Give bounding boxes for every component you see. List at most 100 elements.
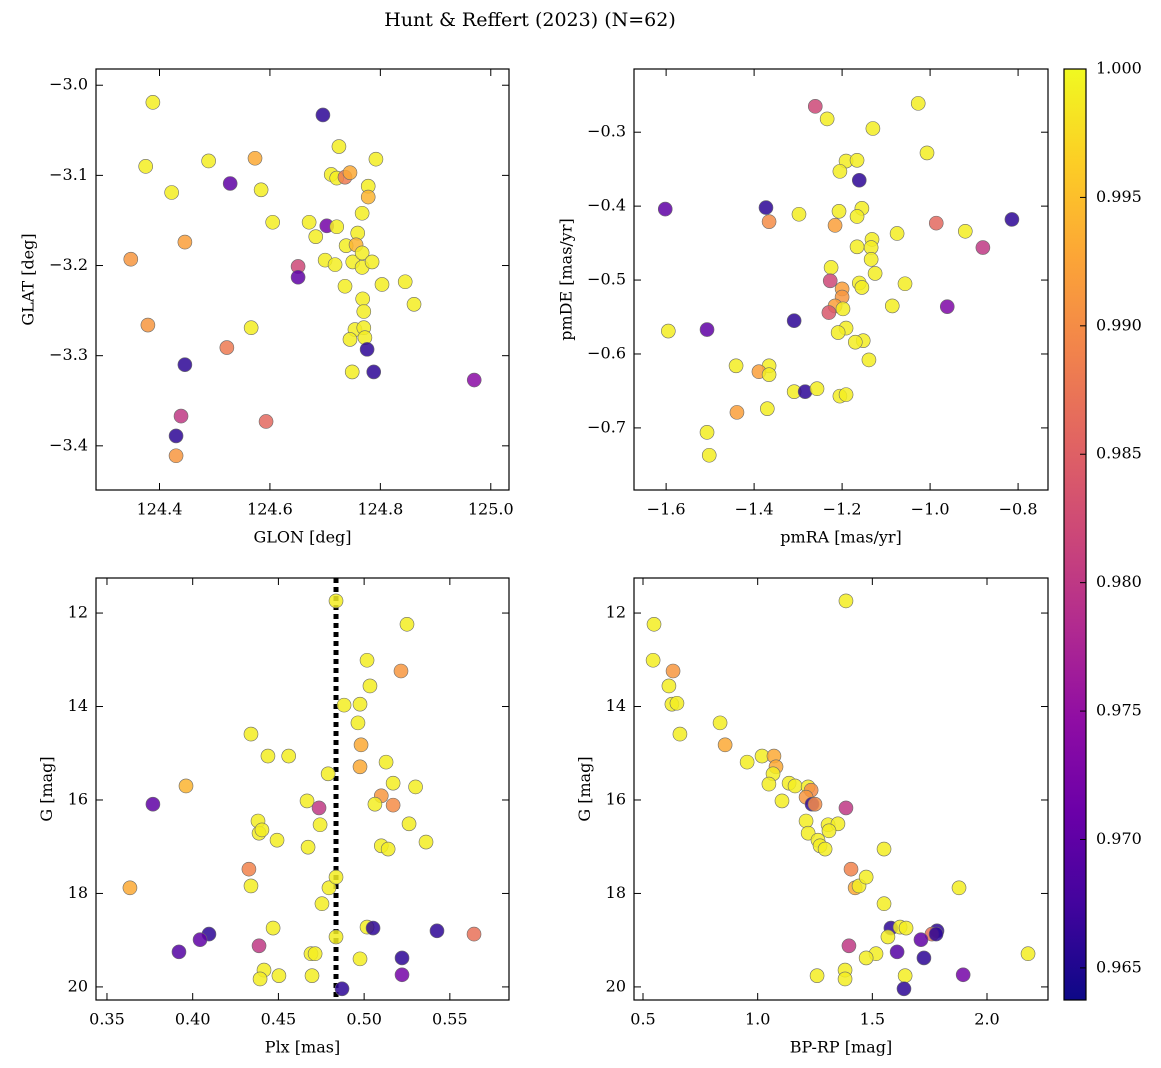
panel: 0.35 0.40 0.45 0.50 0.55 12 14 16 18 20 Plx [mas] G…	[37, 577, 510, 1057]
colorbar-tick-label: 0.990	[1096, 315, 1142, 334]
scatter-point	[399, 616, 415, 632]
scatter-point	[304, 968, 320, 983]
colorbar-tick-label: 0.995	[1096, 187, 1142, 206]
scatter-point	[145, 95, 161, 110]
scatter-point	[168, 428, 184, 444]
x-tick-label: 0.55	[432, 1010, 468, 1029]
colorbar-tick-label: 1.000	[1096, 59, 1142, 78]
scatter-point	[955, 967, 971, 983]
y-tick-label: −0.4	[587, 196, 626, 215]
x-tick-label: 124.6	[247, 500, 293, 519]
scatter-point	[728, 358, 744, 374]
scatter-point	[831, 204, 847, 219]
scatter-point	[219, 340, 235, 355]
scatter-point	[807, 796, 823, 812]
scatter-point	[822, 273, 838, 289]
scatter-point	[717, 737, 733, 753]
scatter-point	[260, 748, 276, 764]
scatter-point	[397, 274, 413, 290]
x-tick-label: −1.6	[647, 500, 686, 519]
scatter-point	[243, 320, 259, 336]
scatter-point	[758, 200, 774, 215]
scatter-point	[786, 313, 802, 329]
scatter-point	[466, 926, 482, 942]
scatter-point	[328, 869, 344, 885]
y-axis-label: pmDE [mas/yr]	[557, 218, 576, 341]
y-tick-label: 18	[606, 883, 626, 902]
x-axis-label: pmRA [mas/yr]	[780, 528, 902, 547]
scatter-point	[827, 218, 843, 233]
scatter-point	[394, 967, 410, 983]
y-tick-label: −0.6	[587, 343, 626, 362]
scatter-point	[362, 678, 378, 694]
scatter-point	[385, 775, 401, 791]
scatter-point	[876, 841, 892, 857]
scatter-point	[353, 737, 369, 753]
scatter-point	[819, 111, 835, 127]
x-tick-label: 124.8	[357, 500, 403, 519]
scatter-point	[823, 260, 839, 275]
scatter-point	[314, 896, 330, 912]
scatter-point	[320, 766, 336, 782]
scatter-point	[251, 938, 267, 954]
x-axis-label: Plx [mas]	[265, 1038, 340, 1057]
scatter-point	[645, 652, 661, 668]
scatter-point	[253, 182, 269, 198]
scatter-point	[418, 834, 434, 850]
scatter-point	[791, 206, 807, 222]
scatter-point	[300, 839, 316, 855]
scatter-point	[321, 880, 337, 896]
scatter-point	[164, 185, 179, 200]
scatter-point	[928, 926, 944, 942]
scatter-point	[336, 697, 352, 713]
x-axis-label: BP-RP [mag]	[790, 1038, 892, 1057]
colorbar-tick-label: 0.980	[1096, 572, 1142, 591]
scatter-point	[830, 325, 846, 340]
colorbar-tick-label: 0.965	[1096, 957, 1142, 976]
scatter-point	[385, 797, 401, 813]
scatter-point	[367, 796, 383, 812]
scatter-point	[854, 280, 870, 295]
scatter-point	[269, 832, 285, 848]
scatter-point	[1020, 946, 1036, 962]
scatter-point	[897, 968, 913, 983]
scatter-point	[975, 240, 991, 255]
scatter-point	[809, 381, 825, 397]
scatter-point	[896, 981, 912, 997]
scatter-point	[258, 414, 274, 429]
scatter-point	[123, 251, 139, 267]
scatter-point	[858, 950, 874, 966]
scatter-point	[838, 800, 854, 816]
scatter-point	[669, 695, 685, 711]
y-tick-label: 12	[606, 603, 626, 622]
scatter-point	[928, 215, 944, 231]
y-tick-label: −0.5	[587, 270, 626, 289]
scatter-point	[145, 796, 161, 812]
scatter-point	[843, 861, 859, 877]
scatter-point	[393, 663, 409, 679]
scatter-point	[365, 920, 381, 936]
scatter-point	[301, 214, 317, 230]
scatter-point	[761, 214, 777, 229]
scatter-point	[171, 944, 187, 960]
scatter-point	[307, 946, 323, 962]
scatter-point	[847, 334, 863, 350]
y-tick-label: 20	[606, 976, 626, 995]
scatter-point	[466, 372, 482, 388]
scatter-point	[178, 778, 194, 794]
scatter-point	[329, 219, 345, 235]
y-tick-label: −0.7	[587, 417, 626, 436]
scatter-point	[265, 920, 281, 936]
scatter-point	[849, 209, 865, 224]
scatter-point	[841, 938, 857, 954]
scatter-point	[368, 151, 384, 167]
scatter-point	[342, 165, 358, 180]
scatter-point	[897, 276, 913, 292]
scatter-point	[401, 816, 417, 832]
scatter-point	[699, 322, 715, 337]
y-tick-label: 12	[68, 603, 88, 622]
scatter-point	[809, 968, 825, 983]
scatter-point	[299, 793, 315, 809]
scatter-point	[360, 189, 376, 205]
